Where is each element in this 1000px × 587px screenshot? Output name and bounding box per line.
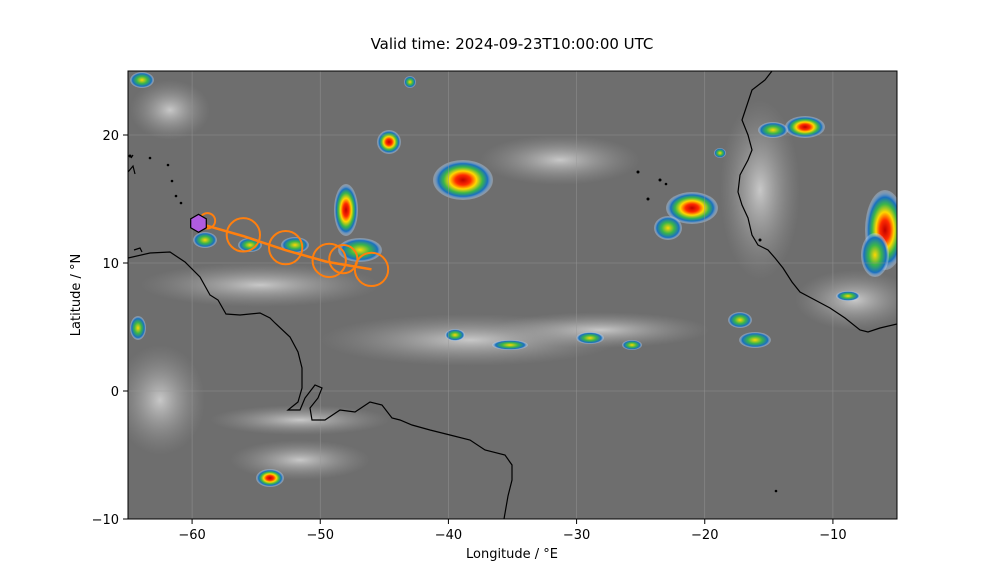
uncertainty-circle xyxy=(267,229,304,266)
uncertainty-circle xyxy=(353,251,390,288)
x-tick-label: −60 xyxy=(178,528,205,543)
current-position-marker xyxy=(190,213,207,233)
track-line xyxy=(198,222,372,271)
axes-frame xyxy=(127,70,898,520)
forecast-track xyxy=(190,212,390,288)
y-tick-label: 20 xyxy=(102,129,119,144)
uncertainty-circle xyxy=(311,242,347,279)
y-axis-label: Latitude / °N xyxy=(69,254,84,336)
x-axis-ticks: −60 −50 −40 −30 −20 −10 xyxy=(178,519,847,543)
coastlines xyxy=(128,71,897,519)
x-tick-label: −10 xyxy=(819,528,846,543)
y-tick-label: −10 xyxy=(92,513,119,528)
grid-lines xyxy=(128,71,897,519)
uncertainty-circle xyxy=(225,217,262,253)
y-tick-label: 0 xyxy=(111,385,119,400)
x-axis-label: Longitude / °E xyxy=(466,547,558,562)
plot-area xyxy=(128,71,897,519)
x-tick-label: −40 xyxy=(435,528,462,543)
y-tick-label: 10 xyxy=(102,257,119,272)
satellite-clouds xyxy=(128,72,897,487)
x-tick-label: −20 xyxy=(691,528,718,543)
y-axis-ticks: −10 0 10 20 xyxy=(92,129,128,528)
islands xyxy=(128,154,778,493)
x-tick-label: −30 xyxy=(563,528,590,543)
map-title: Valid time: 2024-09-23T10:00:00 UTC xyxy=(371,35,654,53)
x-tick-label: −50 xyxy=(307,528,334,543)
